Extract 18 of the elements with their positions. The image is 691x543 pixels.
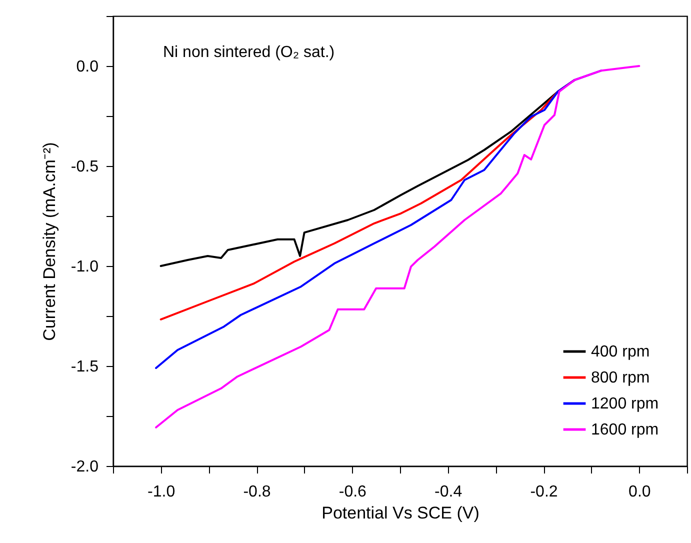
x-tick-label: -0.6 bbox=[338, 484, 367, 500]
y-tick-label: 0.0 bbox=[76, 58, 99, 76]
y-tick-label: -2.0 bbox=[70, 458, 99, 476]
annotation: Ni non sintered (O₂ sat.) bbox=[163, 44, 335, 61]
x-axis-title: Potential Vs SCE (V) bbox=[322, 504, 480, 522]
y-axis-title: Current Density (mA.cm⁻²) bbox=[40, 142, 59, 341]
legend-label: 800 rpm bbox=[591, 370, 650, 386]
legend-label: 400 rpm bbox=[591, 344, 650, 360]
legend-label: 1200 rpm bbox=[591, 396, 659, 412]
x-tick-label: -0.4 bbox=[434, 484, 462, 500]
x-tick-label: -0.2 bbox=[530, 484, 558, 500]
x-tick-label: 0.0 bbox=[628, 484, 651, 500]
y-tick-label: -1.0 bbox=[70, 258, 99, 276]
x-tick-label: -1.0 bbox=[148, 484, 176, 500]
y-tick-label: -0.5 bbox=[70, 158, 99, 176]
x-tick-label: -0.8 bbox=[243, 484, 271, 500]
legend-label: 1600 rpm bbox=[591, 422, 659, 438]
y-tick-label: -1.5 bbox=[70, 358, 99, 376]
